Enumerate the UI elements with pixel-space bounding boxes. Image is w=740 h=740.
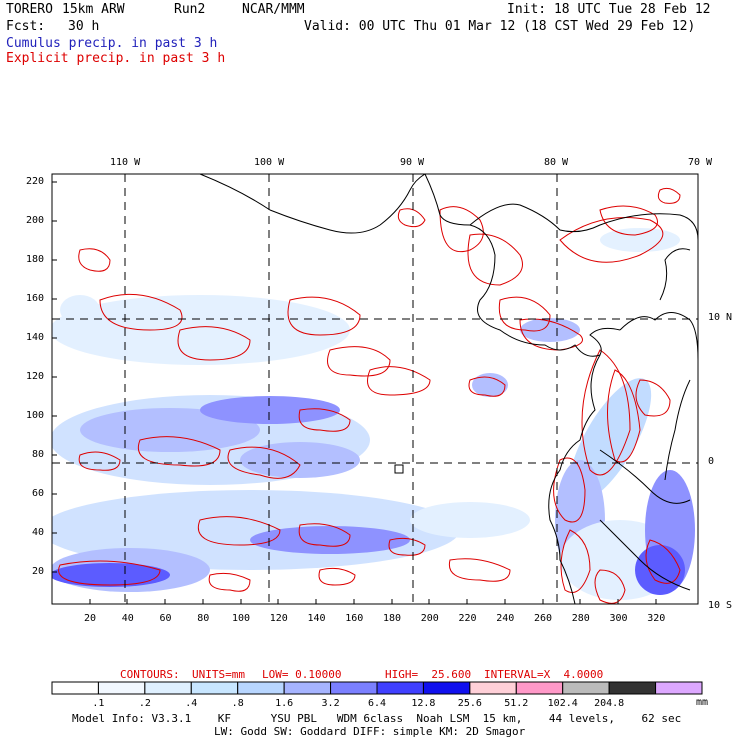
colorbar-swatch bbox=[376, 681, 424, 695]
colorbar-label: 51.2 bbox=[504, 698, 529, 709]
colorbar-swatch bbox=[190, 681, 239, 695]
colorbar-swatch bbox=[237, 681, 285, 695]
colorbar-swatch bbox=[97, 681, 146, 695]
y-tick-label: 80 bbox=[32, 449, 45, 460]
colorbar-swatch bbox=[655, 681, 703, 695]
x-tick-label: 260 bbox=[534, 613, 553, 624]
colorbar-swatch bbox=[144, 681, 192, 695]
precip-field bbox=[52, 187, 695, 604]
colorbar-label: .4 bbox=[185, 698, 198, 709]
model-run: Run2 bbox=[174, 2, 206, 17]
contours-interval: INTERVAL=X 4.0000 bbox=[484, 668, 604, 681]
colorbar-label: 102.4 bbox=[547, 698, 578, 709]
x-tick-label: 300 bbox=[609, 613, 628, 624]
y-tick-label: 140 bbox=[26, 332, 45, 343]
colorbar-label: 6.4 bbox=[367, 698, 387, 709]
axis-ticks bbox=[52, 181, 657, 604]
lat-label-10n: 10 N bbox=[708, 312, 733, 323]
colorbar-swatch bbox=[330, 681, 378, 695]
legend-explicit: Explicit precip. in past 3 h bbox=[6, 51, 226, 66]
y-tick-label: 160 bbox=[26, 293, 45, 304]
x-tick-label: 120 bbox=[269, 613, 288, 624]
colorbar-swatch bbox=[515, 681, 564, 695]
forecast-hours: 30 h bbox=[68, 19, 100, 34]
contours-high: HIGH= 25.600 bbox=[385, 668, 472, 681]
model-name: TORERO bbox=[6, 2, 53, 17]
colorbar-swatch bbox=[283, 681, 332, 695]
model-org: NCAR/MMM bbox=[242, 2, 305, 17]
model-resolution: 15km ARW bbox=[62, 2, 125, 17]
colorbar-label: .2 bbox=[138, 698, 151, 709]
colorbar-label: 1.6 bbox=[275, 698, 294, 709]
forecast-label: Fcst: bbox=[6, 19, 46, 34]
x-tick-label: 200 bbox=[420, 613, 439, 624]
y-tick-label: 120 bbox=[26, 371, 45, 382]
x-tick-label: 160 bbox=[345, 613, 364, 624]
x-tick-label: 20 bbox=[84, 613, 97, 624]
legend-cumulus: Cumulus precip. in past 3 h bbox=[6, 36, 218, 51]
x-tick-label: 40 bbox=[121, 613, 134, 624]
colorbar-swatch bbox=[562, 681, 610, 695]
lon-label-70w: 70 W bbox=[688, 157, 713, 168]
map-frame bbox=[51, 173, 699, 605]
colorbar-unit: mm bbox=[696, 697, 709, 708]
y-tick-label: 20 bbox=[32, 566, 45, 577]
x-tick-label: 180 bbox=[383, 613, 402, 624]
lat-label-10s: 10 S bbox=[708, 600, 733, 611]
physics-info: LW: Godd SW: Goddard DIFF: simple KM: 2D… bbox=[214, 725, 526, 738]
lon-label-90w: 90 W bbox=[400, 157, 425, 168]
lat-label-0: 0 bbox=[708, 456, 715, 467]
y-tick-label: 40 bbox=[32, 527, 45, 538]
x-tick-label: 140 bbox=[307, 613, 326, 624]
x-tick-label: 80 bbox=[197, 613, 210, 624]
y-tick-label: 200 bbox=[26, 215, 45, 226]
colorbar-label: 25.6 bbox=[457, 698, 482, 709]
valid-time: Valid: 00 UTC Thu 01 Mar 12 (18 CST Wed … bbox=[304, 19, 696, 34]
y-tick-label: 100 bbox=[26, 410, 45, 421]
x-tick-label: 100 bbox=[232, 613, 251, 624]
contours-low: LOW= 0.10000 bbox=[262, 668, 342, 681]
contours-units: UNITS=mm bbox=[192, 668, 245, 681]
colorbar-swatch bbox=[51, 681, 99, 695]
x-tick-label: 240 bbox=[496, 613, 515, 624]
colorbar-label: 204.8 bbox=[594, 698, 625, 709]
lon-label-80w: 80 W bbox=[544, 157, 569, 168]
lat-lon-grid bbox=[52, 174, 698, 604]
colorbar-label: .8 bbox=[231, 698, 244, 709]
colorbar-swatch bbox=[469, 681, 517, 695]
lon-label-100w: 100 W bbox=[254, 157, 285, 168]
x-tick-label: 220 bbox=[458, 613, 477, 624]
init-time: Init: 18 UTC Tue 28 Feb 12 bbox=[507, 2, 711, 17]
y-tick-label: 180 bbox=[26, 254, 45, 265]
coastlines bbox=[199, 174, 698, 604]
colorbar-label: 3.2 bbox=[321, 698, 340, 709]
lon-label-110w: 110 W bbox=[110, 157, 141, 168]
colorbar-label: 12.8 bbox=[411, 698, 436, 709]
colorbar-swatch bbox=[422, 681, 471, 695]
y-tick-label: 220 bbox=[26, 176, 45, 187]
x-tick-label: 60 bbox=[159, 613, 172, 624]
y-tick-label: 60 bbox=[32, 488, 45, 499]
colorbar-label: .1 bbox=[92, 698, 105, 709]
contours-label: CONTOURS: bbox=[120, 668, 180, 681]
colorbar-swatch bbox=[608, 681, 657, 695]
x-tick-label: 320 bbox=[647, 613, 666, 624]
model-info: Model Info: V3.3.1 KF YSU PBL WDM 6class… bbox=[72, 712, 682, 725]
x-tick-label: 280 bbox=[571, 613, 590, 624]
